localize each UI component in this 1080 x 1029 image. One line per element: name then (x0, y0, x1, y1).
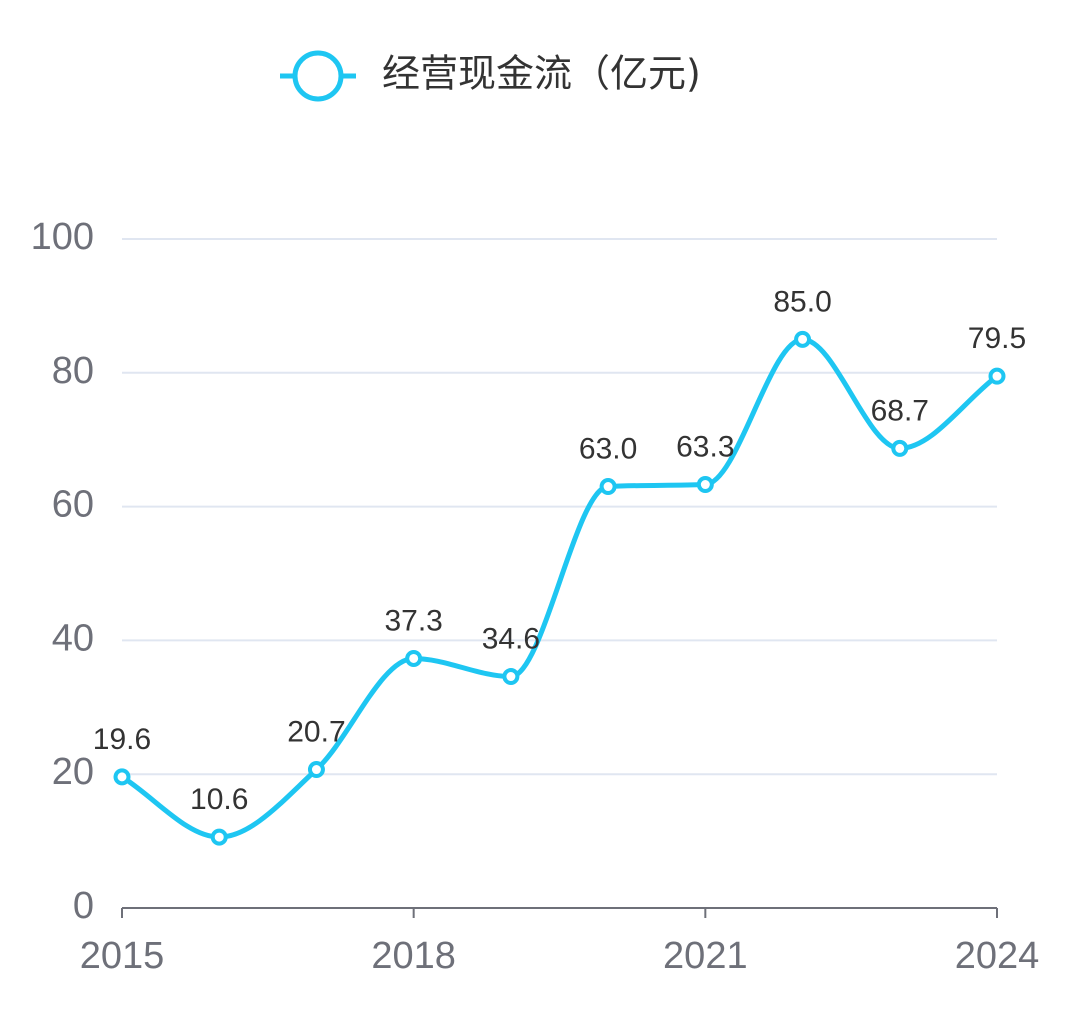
legend-label: 经营现金流（亿元) (382, 52, 701, 96)
y-axis-labels: 0 20 40 60 80 100 (31, 216, 94, 927)
legend-circle-marker (292, 50, 344, 102)
x-tick-label-2018: 2018 (371, 935, 456, 977)
data-point-2017[interactable] (307, 761, 325, 779)
series-layer (113, 330, 1006, 846)
grid-lines (122, 238, 997, 776)
data-label-2016: 10.6 (190, 783, 248, 816)
y-tick-label-40: 40 (52, 617, 94, 659)
data-label-2018: 37.3 (384, 604, 442, 637)
data-point-2019[interactable] (502, 668, 520, 686)
y-tick-label-20: 20 (52, 751, 94, 793)
data-label-2015: 19.6 (93, 723, 151, 756)
x-axis: 2015 2018 2021 2024 (80, 907, 1040, 977)
data-point-2016[interactable] (210, 828, 228, 846)
data-point-2022[interactable] (794, 330, 812, 348)
data-labels: 19.6 10.6 20.7 37.3 34.6 63.0 63.3 85.0 68.7 79.5 (93, 285, 1026, 816)
data-label-2024: 79.5 (968, 322, 1026, 355)
data-label-2017: 20.7 (287, 715, 345, 748)
data-point-2015[interactable] (113, 768, 131, 786)
data-label-2022: 85.0 (773, 285, 831, 318)
series-line (119, 336, 1000, 840)
legend[interactable]: 经营现金流（亿元) (280, 50, 701, 102)
y-tick-label-60: 60 (52, 484, 94, 526)
x-tick-label-2021: 2021 (663, 935, 748, 977)
y-tick-label-80: 80 (52, 350, 94, 392)
data-point-2023[interactable] (891, 439, 909, 457)
data-label-2019: 34.6 (482, 622, 540, 655)
data-label-2020: 63.0 (579, 432, 637, 465)
y-tick-label-100: 100 (31, 216, 94, 258)
data-point-2021[interactable] (696, 476, 714, 494)
data-point-2024[interactable] (988, 367, 1006, 385)
data-point-2020[interactable] (599, 478, 617, 496)
x-tick-label-2024: 2024 (955, 935, 1040, 977)
data-label-2021: 63.3 (676, 430, 734, 463)
x-tick-label-2015: 2015 (80, 935, 165, 977)
y-tick-label-0: 0 (73, 885, 94, 927)
data-label-2023: 68.7 (871, 394, 929, 427)
data-point-2018[interactable] (405, 649, 423, 667)
